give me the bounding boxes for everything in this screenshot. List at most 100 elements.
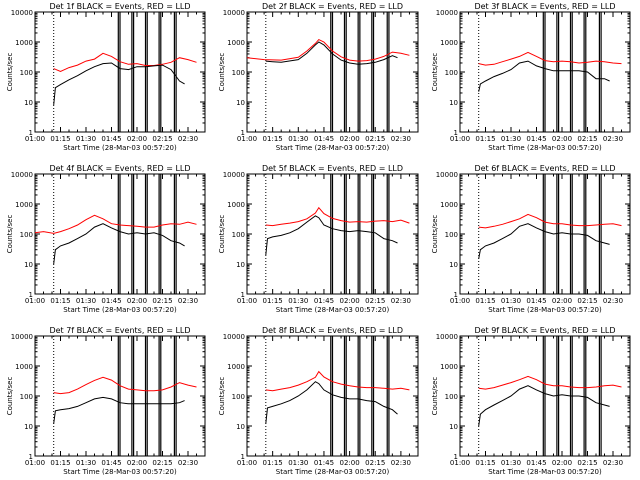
events-series-line — [478, 385, 610, 427]
y-axis-label: Counts/sec — [431, 215, 439, 254]
y-tick-label: 1 — [29, 453, 33, 461]
x-tick-label: 01:15 — [263, 459, 283, 467]
events-series-line — [53, 62, 185, 105]
x-axis-label: Start Time (28-Mar-03 00:57:20) — [276, 306, 390, 314]
events-series-line — [478, 60, 610, 92]
detector-panel-6: Det 6f BLACK = Events, RED = LLD 1 10 100 10… — [431, 164, 631, 314]
y-tick-label: 100 — [232, 393, 245, 401]
panel-title: Det 2f BLACK = Events, RED = LLD — [262, 2, 403, 11]
lld-series-line — [246, 38, 410, 62]
x-tick-label: 02:30 — [178, 135, 198, 143]
y-tick-label: 1000 — [227, 201, 245, 209]
x-tick-label: 01:00 — [237, 459, 257, 467]
y-tick-label: 1000 — [227, 363, 245, 371]
y-tick-label: 1 — [454, 291, 458, 299]
x-tick-label: 02:30 — [391, 135, 411, 143]
y-tick-label: 10 — [236, 261, 245, 269]
x-tick-label: 02:30 — [391, 297, 411, 305]
panel-title: Det 1f BLACK = Events, RED = LLD — [49, 2, 190, 11]
x-tick-label: 01:30 — [76, 135, 96, 143]
lld-series-line — [53, 376, 197, 395]
y-tick-label: 1000 — [440, 201, 458, 209]
x-tick-label: 01:45 — [101, 297, 121, 305]
events-series-line — [478, 223, 610, 259]
y-axis-label: Counts/sec — [6, 53, 14, 92]
y-tick-label: 100 — [445, 231, 458, 239]
lld-series-line — [478, 375, 622, 390]
x-axis-label: Start Time (28-Mar-03 00:57:20) — [488, 144, 602, 152]
y-tick-label: 1 — [29, 129, 33, 137]
x-tick-label: 02:30 — [603, 297, 623, 305]
y-tick-label: 100 — [20, 231, 33, 239]
x-tick-label: 01:45 — [314, 297, 334, 305]
y-tick-label: 100 — [232, 69, 245, 77]
x-tick-label: 01:30 — [288, 135, 308, 143]
x-tick-label: 01:00 — [450, 297, 470, 305]
x-tick-label: 02:30 — [178, 459, 198, 467]
x-tick-label: 02:15 — [365, 297, 385, 305]
panel-title: Det 3f BLACK = Events, RED = LLD — [474, 2, 615, 11]
x-axis-label: Start Time (28-Mar-03 00:57:20) — [488, 306, 602, 314]
y-tick-label: 10000 — [223, 9, 245, 17]
x-tick-label: 01:45 — [526, 297, 546, 305]
x-tick-label: 01:00 — [25, 297, 45, 305]
y-axis-label: Counts/sec — [6, 215, 14, 254]
y-tick-label: 10000 — [11, 171, 33, 179]
y-tick-label: 10 — [24, 261, 33, 269]
x-axis-label: Start Time (28-Mar-03 00:57:20) — [63, 144, 177, 152]
events-series-line — [265, 381, 398, 424]
x-tick-label: 01:45 — [314, 459, 334, 467]
x-tick-label: 01:15 — [263, 135, 283, 143]
events-series-line — [53, 396, 185, 424]
y-tick-label: 10000 — [223, 171, 245, 179]
y-axis-label: Counts/sec — [6, 377, 14, 416]
panel-title: Det 8f BLACK = Events, RED = LLD — [262, 326, 403, 335]
y-axis-label: Counts/sec — [218, 215, 226, 254]
x-tick-label: 02:30 — [178, 297, 198, 305]
x-tick-label: 01:00 — [25, 459, 45, 467]
x-tick-label: 02:00 — [340, 459, 360, 467]
x-tick-label: 02:15 — [152, 135, 172, 143]
x-tick-label: 02:00 — [552, 297, 572, 305]
x-tick-label: 02:00 — [552, 459, 572, 467]
y-tick-label: 1 — [29, 291, 33, 299]
x-tick-label: 02:30 — [603, 135, 623, 143]
x-tick-label: 01:45 — [526, 135, 546, 143]
x-tick-label: 01:30 — [288, 459, 308, 467]
y-tick-label: 10 — [449, 423, 458, 431]
events-series-line — [265, 41, 398, 65]
y-axis-label: Counts/sec — [218, 377, 226, 416]
lld-series-line — [265, 206, 410, 227]
x-tick-label: 01:00 — [450, 135, 470, 143]
y-axis-label: Counts/sec — [218, 53, 226, 92]
x-tick-label: 01:30 — [76, 297, 96, 305]
x-tick-label: 01:45 — [314, 135, 334, 143]
y-tick-label: 100 — [445, 69, 458, 77]
x-tick-label: 01:15 — [50, 297, 70, 305]
detector-panel-8: Det 8f BLACK = Events, RED = LLD 1 10 100 10… — [218, 326, 419, 476]
y-tick-label: 100 — [232, 231, 245, 239]
x-tick-label: 01:00 — [25, 135, 45, 143]
lld-series-line — [265, 370, 410, 392]
x-tick-label: 02:00 — [127, 135, 147, 143]
y-tick-label: 1 — [454, 453, 458, 461]
x-tick-label: 02:30 — [391, 459, 411, 467]
x-tick-label: 01:30 — [76, 459, 96, 467]
x-tick-label: 01:15 — [475, 459, 495, 467]
y-axis-label: Counts/sec — [431, 53, 439, 92]
y-axis-label: Counts/sec — [431, 377, 439, 416]
x-tick-label: 01:00 — [237, 297, 257, 305]
y-tick-label: 10 — [449, 261, 458, 269]
y-tick-label: 10000 — [436, 171, 458, 179]
x-tick-label: 01:30 — [501, 135, 521, 143]
x-tick-label: 01:30 — [501, 297, 521, 305]
y-tick-label: 10 — [24, 423, 33, 431]
x-tick-label: 02:00 — [340, 135, 360, 143]
x-tick-label: 01:45 — [101, 459, 121, 467]
x-axis-label: Start Time (28-Mar-03 00:57:20) — [488, 468, 602, 476]
panel-title: Det 9f BLACK = Events, RED = LLD — [474, 326, 615, 335]
y-tick-label: 1000 — [15, 39, 33, 47]
x-tick-label: 01:45 — [101, 135, 121, 143]
x-tick-label: 01:30 — [288, 297, 308, 305]
x-tick-label: 01:15 — [50, 135, 70, 143]
